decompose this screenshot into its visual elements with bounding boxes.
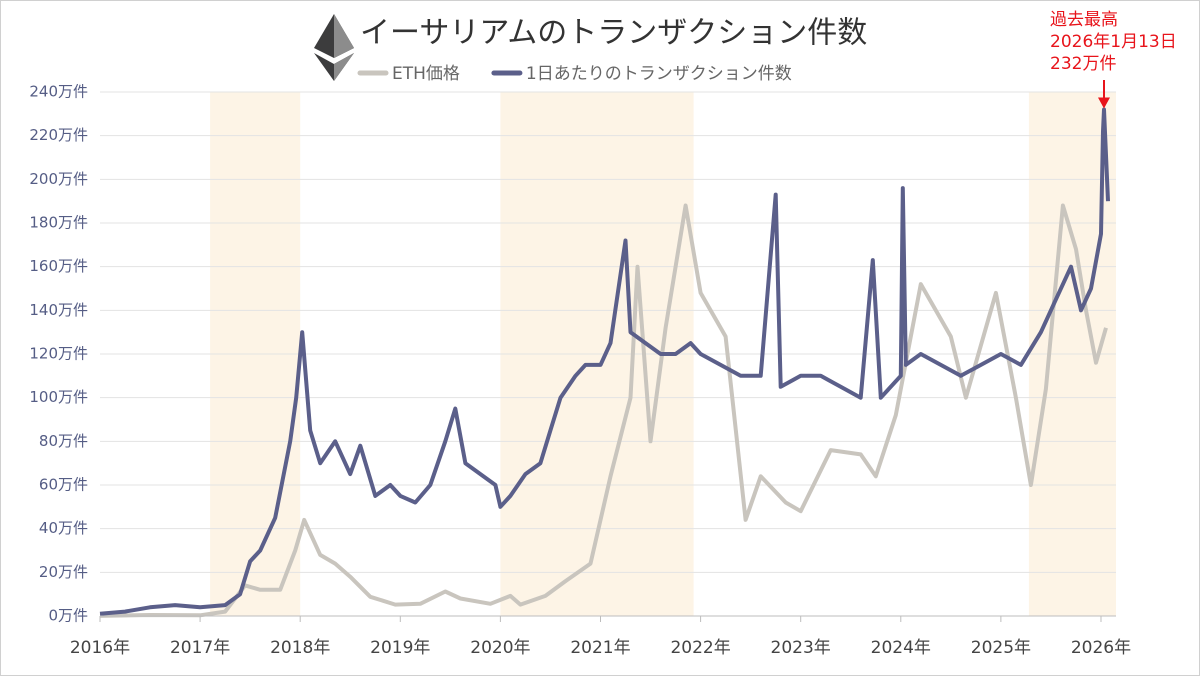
y-tick-label: 140万件 <box>29 301 88 319</box>
y-tick-label: 20万件 <box>39 563 88 581</box>
y-tick-label: 160万件 <box>29 257 88 275</box>
eth-logo <box>314 14 354 81</box>
legend-label: ETH価格 <box>392 64 460 84</box>
annotation-text: 232万件 <box>1050 54 1116 74</box>
x-tick-label: 2026年 <box>1071 638 1131 658</box>
x-tick-label: 2018年 <box>270 638 330 658</box>
x-tick-label: 2024年 <box>871 638 931 658</box>
series-lines <box>99 107 1110 618</box>
x-tick-label: 2020年 <box>470 638 530 658</box>
x-tick-label: 2019年 <box>370 638 430 658</box>
annotation-arrowhead <box>1097 97 1110 109</box>
x-tick-label: 2022年 <box>670 638 730 658</box>
y-tick-label: 100万件 <box>29 388 88 406</box>
x-tick-label: 2017年 <box>170 638 230 658</box>
y-tick-label: 80万件 <box>39 432 88 450</box>
annotation-text: 2026年1月13日 <box>1050 32 1177 52</box>
x-tick-label: 2025年 <box>971 638 1031 658</box>
y-tick-label: 120万件 <box>29 345 88 363</box>
y-tick-label: 40万件 <box>39 519 88 537</box>
chart-title: イーサリアムのトランザクション件数 <box>360 16 867 51</box>
y-tick-label: 240万件 <box>29 83 88 101</box>
y-tick-label: 0万件 <box>48 607 88 625</box>
series-line <box>99 203 1108 618</box>
legend-label: 1日あたりのトランザクション件数 <box>526 64 792 84</box>
x-tick-label: 2016年 <box>70 638 130 658</box>
axes: 0万件 20万件 40万件 60万件 80万件 100万件 120万件 140万件 160万件 1… <box>29 83 1131 659</box>
legend: ETH価格 1日あたりのトランザクション件数 <box>357 64 792 84</box>
y-tick-label: 60万件 <box>39 476 88 494</box>
y-tick-label: 180万件 <box>29 214 88 232</box>
x-tick-label: 2021年 <box>570 638 630 658</box>
annotation-text: 過去最高 <box>1050 10 1118 30</box>
y-tick-label: 220万件 <box>29 126 88 144</box>
series-line <box>99 107 1110 616</box>
x-tick-label: 2023年 <box>771 638 831 658</box>
y-tick-label: 200万件 <box>29 170 88 188</box>
